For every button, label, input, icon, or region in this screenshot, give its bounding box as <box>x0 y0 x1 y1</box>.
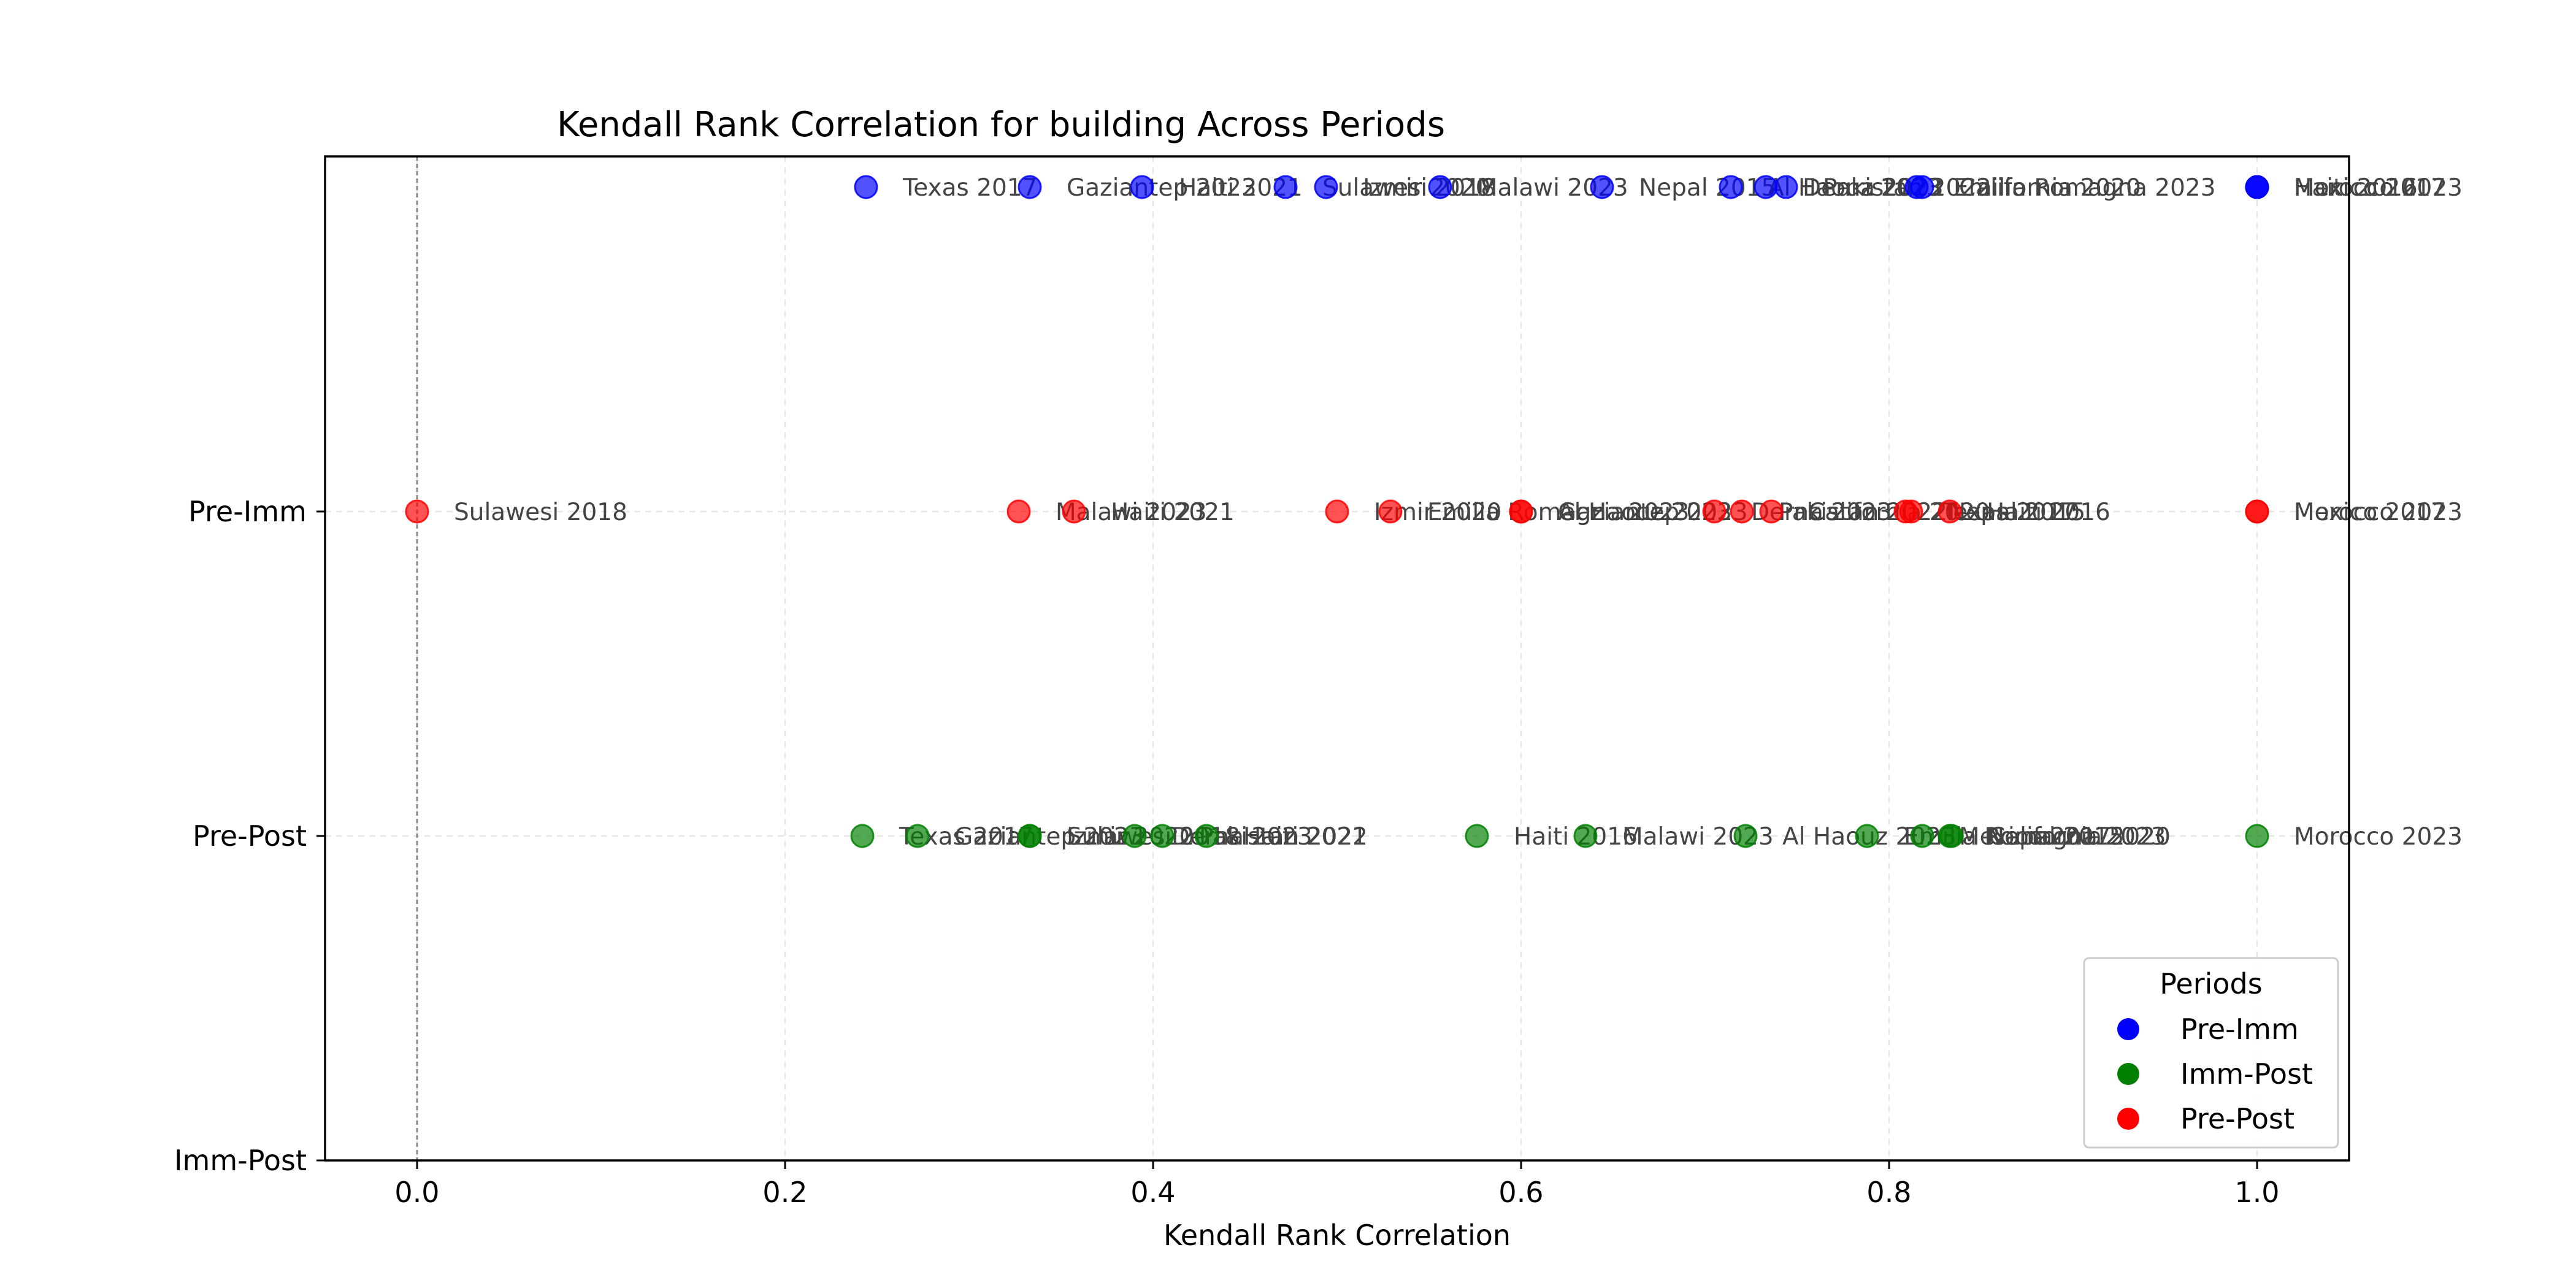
point-pre-imm-texas-2017 <box>854 175 878 199</box>
point-label-pre-imm: Izmir 2020 <box>1363 174 1490 202</box>
point-label-imm-post: Gaziantep 2023 <box>954 823 1144 851</box>
x-tick-label: 0.4 <box>1130 1176 1175 1209</box>
point-pre-imm-california-2020 <box>1910 175 1934 199</box>
x-tick-label: 0.6 <box>1498 1176 1543 1209</box>
legend-title: Periods <box>2160 967 2262 1000</box>
point-label-pre-imm: Morocco 2023 <box>2294 174 2463 202</box>
point-pre-imm-gaziantep-2023 <box>1018 175 1042 199</box>
point-label-imm-post: California 2020 <box>1988 823 2171 851</box>
point-label-pre-imm: Mexico 2017 <box>2294 174 2446 202</box>
point-label-pre-post: Sulawesi 2018 <box>454 499 627 526</box>
point-pre-post-derna-2023 <box>1702 499 1727 524</box>
point-label-pre-post: Haiti 2016 <box>1987 499 2110 526</box>
chart-title: Kendall Rank Correlation for building Ac… <box>557 105 1445 145</box>
point-label-pre-post: Morocco 2023 <box>2294 499 2463 526</box>
point-label-imm-post: Mexico 2017 <box>1959 823 2111 851</box>
point-label-pre-post: Nepal 2015 <box>1948 499 2085 526</box>
point-pre-post-pakistan-2022 <box>1730 499 1754 524</box>
point-pre-post-haiti-2021 <box>1062 499 1086 524</box>
point-pre-post-malawi-2023 <box>1006 499 1031 524</box>
legend: Periods Pre-Imm Imm-Post Pre-Post <box>2083 957 2339 1149</box>
point-label-pre-imm: Nepal 2015 <box>1639 174 1776 202</box>
point-pre-imm-pakistan-2022 <box>1774 175 1798 199</box>
point-label-imm-post: Pakistan 2022 <box>1199 823 1368 851</box>
point-pre-post-sulawesi-2018 <box>405 499 429 524</box>
x-tick-label: 0.0 <box>394 1176 439 1209</box>
point-label-pre-imm: Texas 2017 <box>902 174 1037 202</box>
point-pre-imm-al-haouz-2023 <box>1719 175 1743 199</box>
point-pre-imm-malawi-2023 <box>1428 175 1452 199</box>
legend-marker-imm-post <box>2117 1063 2139 1085</box>
point-pre-post-nepal-2015 <box>1899 499 1923 524</box>
legend-label-imm-post: Imm-Post <box>2180 1057 2313 1091</box>
point-label-pre-imm: California 2020 <box>1959 174 2141 202</box>
point-pre-imm-sulawesi-2018 <box>1273 175 1298 199</box>
point-label-imm-post: Nepal 2015 <box>1987 823 2124 851</box>
x-tick-label: 0.8 <box>1866 1176 1911 1209</box>
legend-marker-pre-post <box>2117 1108 2139 1130</box>
y-tick-label: Pre-Imm <box>188 495 307 528</box>
point-pre-post-emilia-romagna-2023 <box>1378 499 1403 524</box>
point-label-pre-post: Haiti 2021 <box>1111 499 1235 526</box>
x-axis-label: Kendall Rank Correlation <box>1163 1219 1511 1252</box>
point-label-pre-imm: Haiti 2016 <box>2294 174 2418 202</box>
point-pre-imm-haiti-2021 <box>1130 175 1154 199</box>
legend-box <box>2083 957 2339 1149</box>
point-imm-post-morocco-2023 <box>2245 824 2269 848</box>
point-label-pre-imm: Sulawesi 2018 <box>1322 174 1496 202</box>
point-imm-post-mexico-2017 <box>1910 824 1934 848</box>
point-pre-post-gaziantep-2023 <box>1509 499 1533 524</box>
point-label-pre-post: Emilia Romagna 2023 <box>1427 499 1690 526</box>
point-label-pre-imm: Emilia Romagna 2023 <box>1953 174 2216 202</box>
point-imm-post-derna-2023 <box>1122 824 1147 848</box>
point-label-imm-post: Morocco 2023 <box>2294 823 2463 851</box>
point-label-imm-post: Haiti 2021 <box>1243 823 1367 851</box>
x-tick-label: 1.0 <box>2234 1176 2279 1209</box>
point-imm-post-malawi-2023 <box>1573 824 1598 848</box>
points-layer: Texas 2017 Gaziantep 2023 Haiti 2021 Sulawe… <box>405 174 2463 851</box>
point-imm-post-haiti-2021 <box>1194 824 1219 848</box>
point-imm-post-izmir-2020 <box>1018 824 1042 848</box>
y-tick-label: Pre-Post <box>193 819 307 853</box>
point-imm-post-al-haouz-2023 <box>1733 824 1758 848</box>
point-pre-imm-izmir-2020 <box>1314 175 1338 199</box>
point-imm-post-texas-2017 <box>850 824 875 848</box>
point-label-pre-imm: Gaziantep 2023 <box>1067 174 1257 202</box>
legend-label-pre-imm: Pre-Imm <box>2180 1013 2299 1046</box>
point-label-pre-post: Texas 2017 <box>1942 499 2077 526</box>
point-pre-imm-mexico-2017 <box>2245 175 2269 199</box>
point-pre-post-mexico-2017 <box>2245 499 2269 524</box>
point-pre-imm-derna-2023 <box>1754 175 1778 199</box>
point-pre-post-california-2020 <box>1759 499 1784 524</box>
point-imm-post-california-2020 <box>1939 824 1964 848</box>
point-pre-post-haiti-2016 <box>1938 499 1962 524</box>
legend-marker-pre-imm <box>2117 1018 2139 1040</box>
point-imm-post-pakistan-2022 <box>1150 824 1175 848</box>
ticks-layer: 0.0 0.2 0.4 0.6 0.8 1.0 Imm-Post Pre-Post Pre-Im… <box>174 495 2280 1209</box>
point-label-pre-post: Mexico 2017 <box>2294 499 2446 526</box>
x-tick-label: 0.2 <box>762 1176 807 1209</box>
point-imm-post-emilia-romagna-2023 <box>1855 824 1879 848</box>
legend-label-pre-post: Pre-Post <box>2180 1102 2294 1135</box>
plot-frame <box>324 155 2350 1162</box>
point-pre-post-izmir-2020 <box>1325 499 1349 524</box>
point-pre-imm-nepal-2015 <box>1590 175 1614 199</box>
legend-entries: Pre-Imm Imm-Post Pre-Post <box>2117 1013 2313 1135</box>
y-tick-label: Imm-Post <box>174 1144 307 1177</box>
point-imm-post-gaziantep-2023 <box>905 824 930 848</box>
point-imm-post-haiti-2016 <box>1465 824 1489 848</box>
